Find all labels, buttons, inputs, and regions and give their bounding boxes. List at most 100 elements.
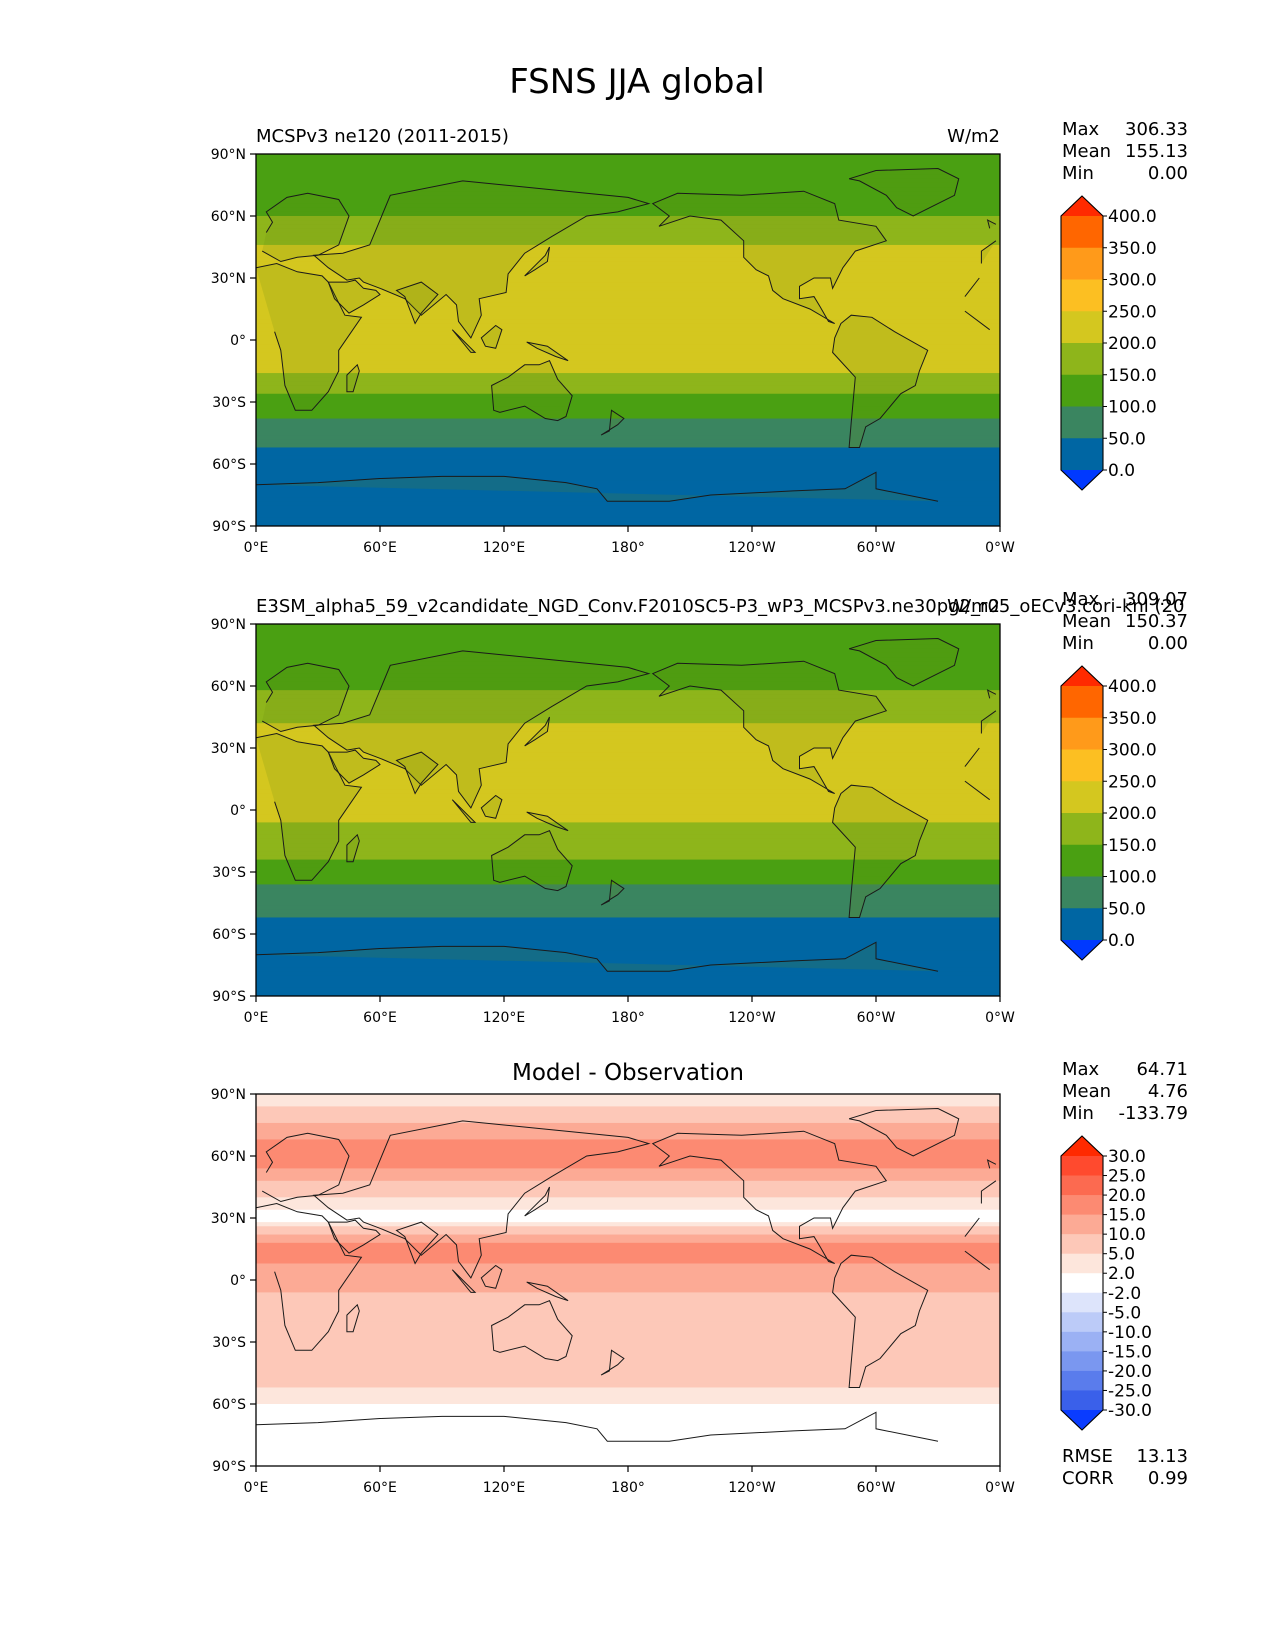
field-band <box>256 958 1000 964</box>
field-band <box>256 863 1000 869</box>
coastline-europe <box>980 710 997 734</box>
field-band <box>256 1139 1000 1145</box>
field-band <box>256 1222 1000 1227</box>
field-band <box>256 1176 1000 1182</box>
field-band <box>256 925 1000 931</box>
field-band <box>256 170 1000 176</box>
x-tick-label: 180° <box>611 540 645 556</box>
field-band <box>256 389 1000 395</box>
colorbar-label: 15.0 <box>1108 1206 1146 1226</box>
field-band <box>256 154 1000 159</box>
field-band <box>256 896 1000 902</box>
x-tick-label: 60°E <box>363 1010 397 1026</box>
coastline-madagascar <box>346 1303 360 1333</box>
field-band <box>256 418 1000 424</box>
field-band <box>256 921 1000 927</box>
colorbar-segment <box>1061 749 1103 782</box>
colorbar-segment <box>1061 908 1103 941</box>
colorbar-segment <box>1061 1370 1103 1391</box>
coastline-samerica <box>832 784 929 918</box>
field-band <box>256 979 1000 985</box>
field-band <box>256 694 1000 699</box>
field-band <box>256 1383 1000 1389</box>
coastline-greenland <box>848 167 960 217</box>
stat-value-mean: 150.37 <box>1125 611 1188 632</box>
field-band <box>256 1156 1000 1161</box>
field-band <box>256 1114 1000 1120</box>
field-band <box>256 690 1000 695</box>
footer-stats: RMSE 13.13 CORR 0.99 <box>1062 1446 1188 1489</box>
x-tick-label: 60°W <box>857 1010 896 1026</box>
field-band <box>256 443 1000 449</box>
field-band <box>256 1342 1000 1347</box>
panel-left-title: E3SM_alpha5_59_v2candidate_NGD_Conv.F201… <box>256 596 1184 617</box>
field-band <box>256 311 1000 316</box>
field-band <box>256 211 1000 217</box>
y-tick-label: 30°N <box>211 741 246 757</box>
field-band <box>256 422 1000 428</box>
field-band <box>256 954 1000 960</box>
field-band <box>256 1172 1000 1178</box>
x-tick-label: 0°W <box>985 540 1015 556</box>
colorbar-segment <box>1061 1273 1103 1294</box>
x-tick-label: 0°E <box>244 1010 269 1026</box>
field-band <box>256 356 1000 362</box>
field-band <box>256 282 1000 287</box>
field-band <box>256 1263 1000 1269</box>
stat-value-max: 64.71 <box>1136 1059 1188 1080</box>
coastline-greenland <box>848 1107 960 1157</box>
colorbar-label: 50.0 <box>1108 899 1146 919</box>
field-band <box>256 397 1000 403</box>
y-tick-label: 30°S <box>212 395 246 411</box>
coastline-africa <box>964 310 990 331</box>
coastline-uk <box>986 689 997 699</box>
x-tick-label: 180° <box>611 1010 645 1026</box>
colorbar-segment <box>1061 1351 1103 1372</box>
field-band <box>256 971 1000 976</box>
field-band <box>256 439 1000 444</box>
field-band <box>256 1337 1000 1343</box>
field-band <box>256 1375 1000 1380</box>
field-band <box>256 207 1000 213</box>
colorbar-label: 300.0 <box>1108 271 1157 291</box>
y-tick-label: 30°N <box>211 271 246 287</box>
coastline-africa <box>964 277 980 297</box>
field-band <box>256 1127 1000 1132</box>
y-tick-label: 60°S <box>212 457 246 473</box>
field-band <box>256 253 1000 258</box>
panel-center-title: Model - Observation <box>512 1060 744 1086</box>
colorbar-segment <box>1061 686 1103 719</box>
stat-label-max: Max <box>1062 119 1100 140</box>
stat-label-mean: Mean <box>1062 1081 1111 1102</box>
colorbar-label: 250.0 <box>1108 772 1157 792</box>
field-band <box>256 900 1000 906</box>
field-band <box>256 834 1000 840</box>
field-band <box>256 1445 1000 1451</box>
colorbar-label: 250.0 <box>1108 302 1157 322</box>
field-band <box>256 991 1000 996</box>
colorbar-segment <box>1061 813 1103 846</box>
field-band <box>256 203 1000 209</box>
coastline-africa <box>964 780 990 801</box>
field-band <box>256 1259 1000 1265</box>
field-band <box>256 805 1000 811</box>
field-band <box>256 719 1000 724</box>
field-band <box>256 1366 1000 1372</box>
field-band <box>256 166 1000 172</box>
field-band <box>256 748 1000 753</box>
coastline-australia <box>491 1300 573 1362</box>
coastline-europe <box>261 662 350 733</box>
coastline-borneo <box>480 1264 503 1289</box>
coastline-madagascar <box>346 363 360 393</box>
coastline-sumatra <box>451 799 477 823</box>
field-band <box>256 468 1000 473</box>
colorbar-segment <box>1061 374 1103 407</box>
figure-title: FSNS JJA global <box>509 62 765 102</box>
field-band <box>256 781 1000 786</box>
field-band <box>256 752 1000 757</box>
colorbar-label: -25.0 <box>1108 1381 1152 1401</box>
field-band <box>256 1408 1000 1413</box>
colorbar-label: 150.0 <box>1108 366 1157 386</box>
field-band <box>256 681 1000 687</box>
colorbar-label: 25.0 <box>1108 1167 1146 1187</box>
